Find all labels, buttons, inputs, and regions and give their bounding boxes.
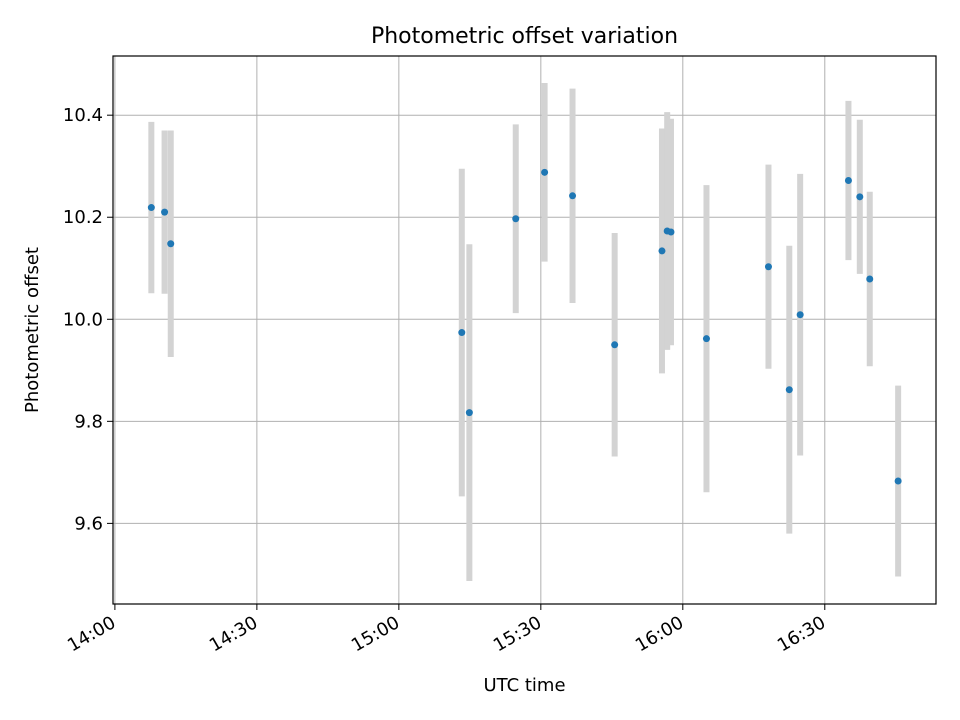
plot-frame	[112, 55, 937, 605]
y-tick-label: 9.8	[74, 411, 103, 432]
data-point	[658, 247, 666, 255]
chart-title: Photometric offset variation	[371, 24, 678, 49]
data-point	[569, 192, 577, 200]
data-point	[458, 329, 466, 337]
data-point	[796, 311, 804, 319]
y-tick-label: 10.4	[63, 105, 103, 126]
data-point	[611, 341, 619, 349]
data-point	[161, 208, 169, 216]
y-axis-ticks: 9.6 9.8 10.0 10.2 10.4	[63, 105, 113, 534]
data-point	[856, 193, 864, 201]
data-point	[785, 386, 793, 394]
x-axis-label: UTC time	[483, 675, 565, 696]
y-tick-label: 10.0	[63, 309, 103, 330]
data-point	[844, 176, 852, 184]
data-point	[894, 477, 902, 485]
data-point	[147, 204, 155, 212]
y-tick-label: 9.6	[74, 513, 103, 534]
data-point	[702, 335, 710, 343]
data-point	[667, 228, 675, 236]
data-point	[764, 263, 772, 271]
data-point	[512, 215, 520, 223]
data-point	[866, 275, 874, 283]
y-axis-label: Photometric offset	[22, 247, 43, 413]
data-points	[147, 168, 902, 485]
y-tick-label: 10.2	[63, 207, 103, 228]
data-point	[167, 240, 175, 248]
data-point	[541, 168, 549, 176]
data-point	[465, 409, 473, 417]
